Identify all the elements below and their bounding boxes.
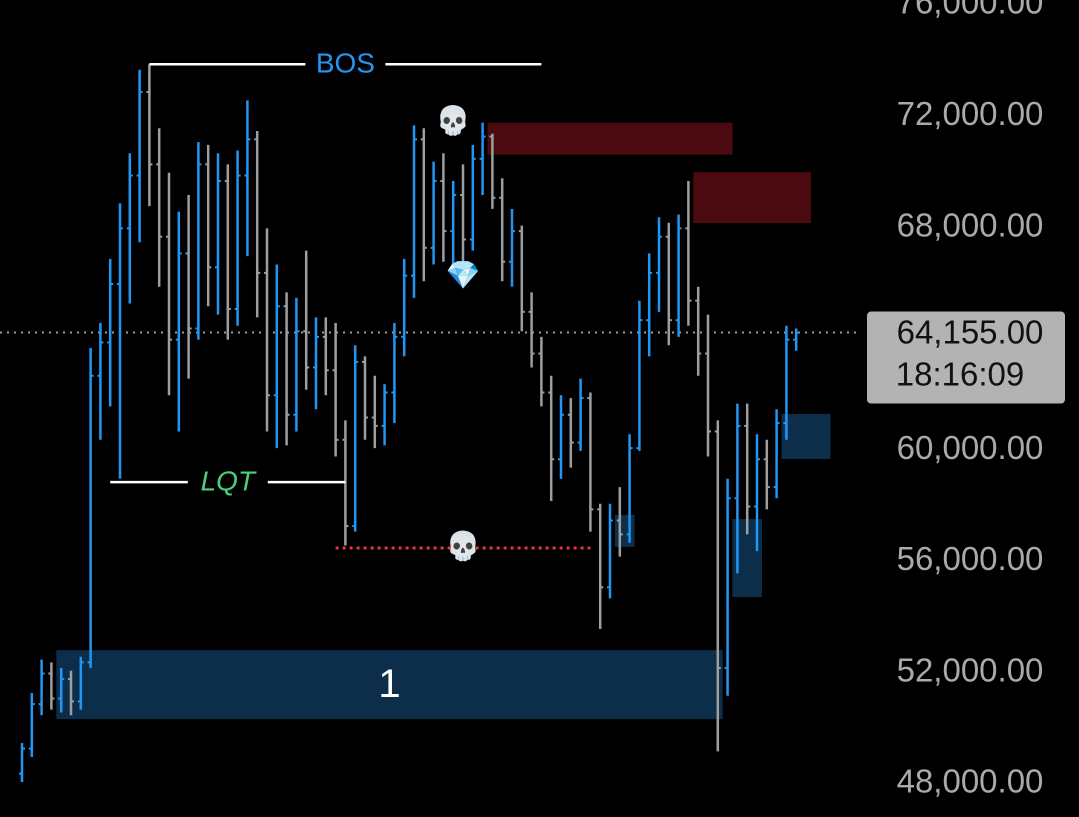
y-tick-label: 60,000.00 [897,429,1044,466]
last-price-time: 18:16:09 [896,355,1024,392]
marker: 💀 [436,104,471,137]
y-tick-label: 76,000.00 [897,0,1044,21]
marker: 💎 [446,259,481,290]
y-tick-label: 68,000.00 [897,206,1044,243]
y-tick-label: 48,000.00 [897,763,1044,800]
level-label: LQT [201,465,257,496]
marker: 💀 [446,529,481,562]
last-price-label: 64,155.00 [897,313,1044,350]
level-label-bg [187,466,268,499]
y-tick-label: 56,000.00 [897,540,1044,577]
zone [56,650,723,720]
level-label-bg [305,48,386,81]
zone [693,172,811,224]
level-label: BOS [316,48,375,79]
last-price-box [867,311,1065,404]
zone [781,413,831,459]
y-tick-label: 52,000.00 [897,651,1044,688]
zone [487,122,733,155]
zone-label: 1 [378,662,400,706]
y-tick-label: 72,000.00 [897,95,1044,132]
